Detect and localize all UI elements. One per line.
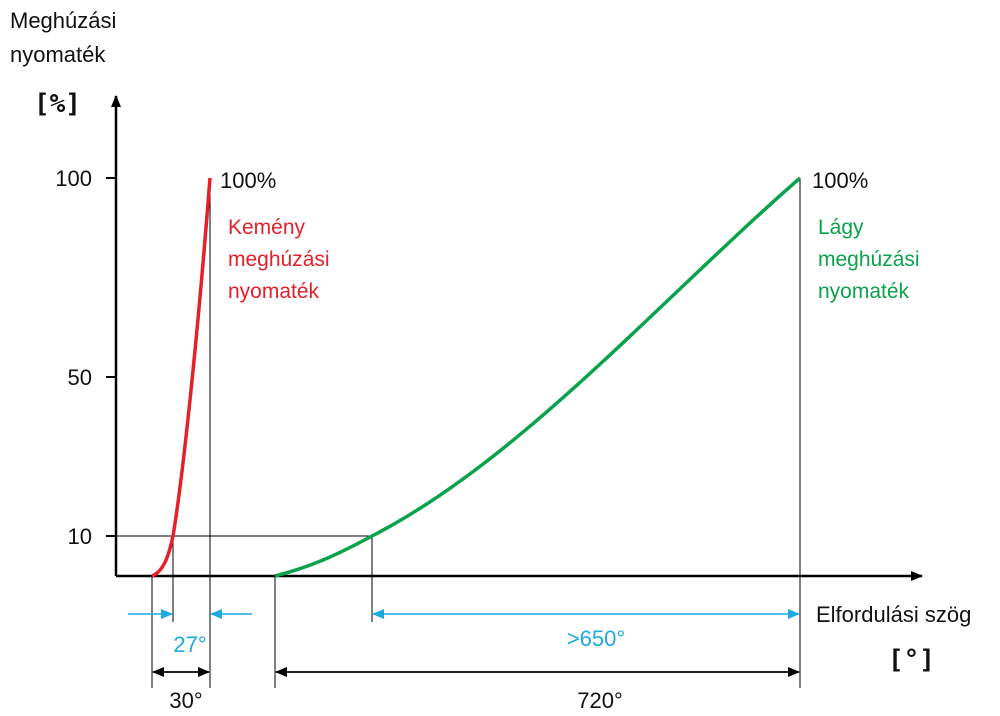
soft-series-label-2: meghúzási — [818, 248, 920, 271]
dim-650-label: >650° — [567, 626, 625, 651]
hard-series-label-3: nyomaték — [228, 280, 320, 303]
y-axis-label-line2: nyomaték — [10, 42, 106, 67]
x-axis-unit: [°] — [888, 645, 935, 675]
soft-torque-curve — [274, 176, 802, 578]
y-tick-label-100: 100 — [55, 166, 92, 191]
dim-720-label: 720° — [577, 688, 623, 713]
y-tick-label-10: 10 — [68, 524, 92, 549]
y-axis-label-line1: Meghúzási — [10, 8, 116, 33]
y-tick-label-50: 50 — [68, 365, 92, 390]
dim-30-label: 30° — [169, 688, 202, 713]
soft-series-label-3: nyomaték — [818, 280, 910, 303]
hard-torque-curve — [151, 177, 212, 578]
hard-end-label: 100% — [220, 168, 276, 193]
hard-series-label-2: meghúzási — [228, 248, 330, 271]
hard-series-label-1: Kemény — [228, 216, 306, 239]
soft-end-label: 100% — [812, 168, 868, 193]
x-axis-label: Elfordulási szög — [816, 602, 971, 627]
y-axis-unit: [%] — [34, 89, 81, 119]
soft-series-label-1: Lágy — [818, 216, 864, 239]
dim-27-label: 27° — [173, 632, 206, 657]
